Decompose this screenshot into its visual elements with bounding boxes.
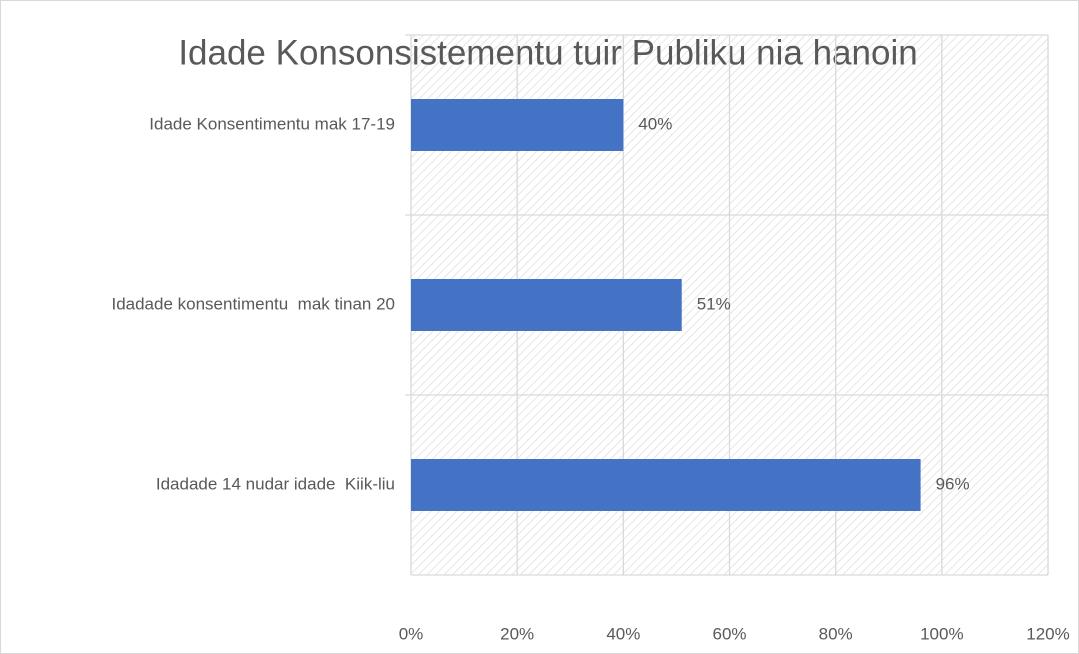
data-label: 40% bbox=[638, 114, 672, 133]
bar bbox=[411, 279, 682, 331]
bar bbox=[411, 99, 624, 151]
y-tick-label: Idadade 14 nudar idade Kiik-liu bbox=[156, 474, 395, 493]
x-tick-label: 80% bbox=[819, 624, 853, 643]
y-tick-label: Idadade konsentimentu mak tinan 20 bbox=[111, 294, 395, 313]
chart-title: Idade Konsonsistementu tuir Publiku nia … bbox=[178, 33, 917, 72]
x-tick-label: 100% bbox=[920, 624, 963, 643]
x-tick-label: 0% bbox=[399, 624, 424, 643]
x-tick-label: 40% bbox=[606, 624, 640, 643]
data-label: 51% bbox=[697, 294, 731, 313]
bar bbox=[411, 459, 921, 511]
data-label: 96% bbox=[936, 474, 970, 493]
x-tick-label: 120% bbox=[1026, 624, 1069, 643]
x-tick-label: 20% bbox=[500, 624, 534, 643]
y-tick-label: Idade Konsentimentu mak 17-19 bbox=[149, 114, 395, 133]
x-tick-label: 60% bbox=[712, 624, 746, 643]
